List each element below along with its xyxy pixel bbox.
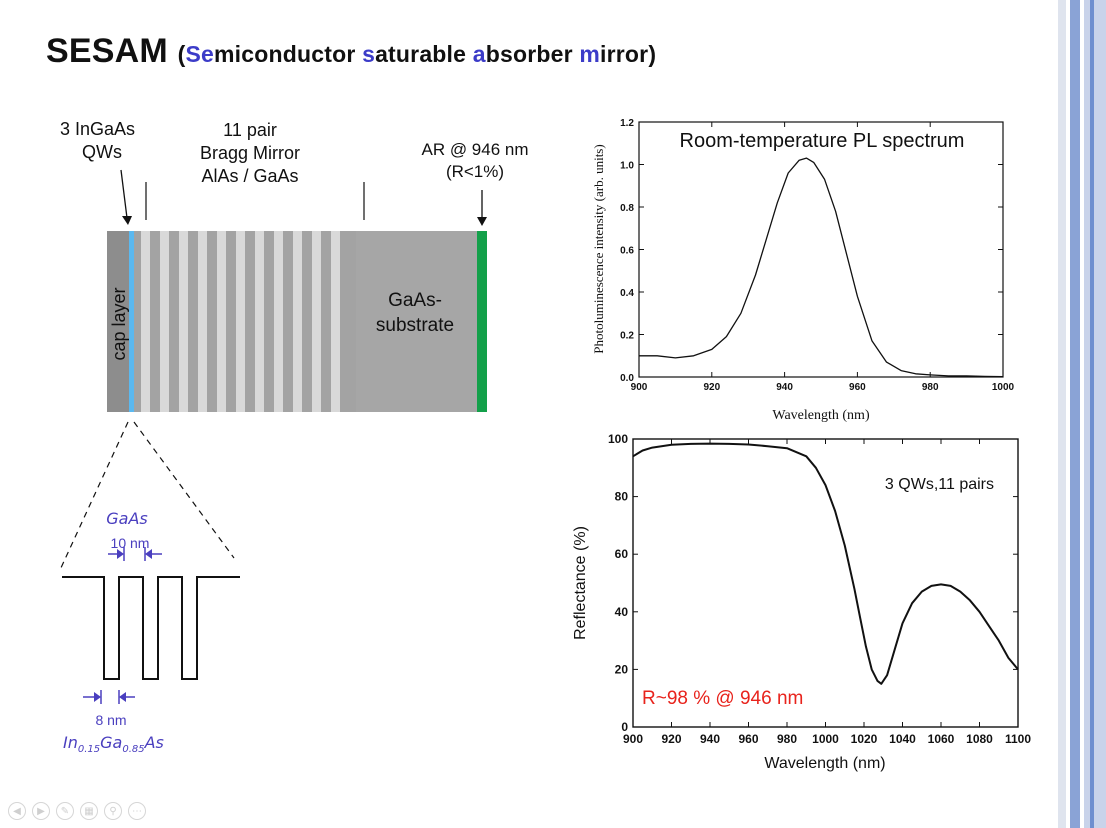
bragg-light-layer <box>179 231 188 412</box>
bragg-light-layer <box>236 231 245 412</box>
x-tick-label: 900 <box>623 732 643 746</box>
refl-y-axis-label: Reflectance (%) <box>572 526 589 640</box>
well-width-label: 8 nm <box>95 712 127 728</box>
x-tick-label: 980 <box>777 732 797 746</box>
slide-border-dark <box>1070 0 1080 828</box>
previous-slide-icon[interactable]: ◀ <box>8 802 26 820</box>
y-tick-label: 20 <box>615 662 629 676</box>
ar-coating <box>477 231 487 412</box>
zoom-icon[interactable]: ⚲ <box>104 802 122 820</box>
ar-arrow-head <box>477 217 487 226</box>
slide-title: SESAM (Semiconductor saturable absorber … <box>46 32 656 71</box>
x-tick-label: 1060 <box>928 732 955 746</box>
y-tick-label: 100 <box>608 432 628 446</box>
y-tick-label: 1.0 <box>620 161 634 172</box>
quantum-well-profile <box>62 576 240 680</box>
next-slide-icon[interactable]: ▶ <box>32 802 50 820</box>
series-line <box>639 157 1004 378</box>
title-subtitle: (Semiconductor saturable absorber mirror… <box>177 41 657 67</box>
y-tick-label: 0.8 <box>620 203 634 214</box>
bragg-light-layer <box>255 231 264 412</box>
bragg-light-layer <box>160 231 169 412</box>
pl-plot-frame <box>638 121 1004 378</box>
bragg-light-layer <box>331 231 340 412</box>
x-tick-label: 920 <box>703 382 720 393</box>
cap-layer-rect <box>107 231 129 412</box>
qw-label: 3 InGaAs QWs <box>60 119 136 162</box>
gaas-width-label: 10 nm <box>110 535 150 551</box>
bragg-light-layer <box>141 231 150 412</box>
gaas-arrow-left <box>117 549 124 559</box>
qw-arrow-head <box>122 216 132 225</box>
well-arrow-right <box>119 692 126 702</box>
y-tick-label: 0.2 <box>620 331 634 342</box>
bragg-light-layer <box>293 231 302 412</box>
bragg-light-layer <box>217 231 226 412</box>
ar-label: AR @ 946 nm (R<1%) <box>421 140 529 181</box>
title-main: SESAM <box>46 32 168 70</box>
bragg-label: 11 pair Bragg Mirror AlAs / GaAs <box>199 120 301 186</box>
slideshow-controls: ◀ ▶ ✎ ▦ ⚲ ⋯ <box>8 802 146 820</box>
y-tick-label: 0.6 <box>620 246 634 257</box>
x-tick-label: 1000 <box>992 382 1015 393</box>
x-tick-label: 940 <box>700 732 720 746</box>
well-arrow-left <box>94 692 101 702</box>
refl-x-axis-label: Wavelength (nm) <box>764 755 885 772</box>
x-tick-label: 1100 <box>1005 732 1031 746</box>
zoom-line-left <box>59 421 129 571</box>
y-tick-label: 0.4 <box>620 288 634 299</box>
substrate-label-1: GaAs- <box>388 290 442 311</box>
x-tick-label: 960 <box>738 732 758 746</box>
slide-border-line <box>1090 0 1094 828</box>
y-tick-label: 40 <box>615 605 629 619</box>
bragg-light-layer <box>274 231 283 412</box>
ingaas-formula: In0.15Ga0.85As <box>63 733 164 756</box>
x-tick-label: 980 <box>922 382 939 393</box>
more-options-icon[interactable]: ⋯ <box>128 802 146 820</box>
gaas-label: GaAs <box>106 509 148 528</box>
x-tick-label: 900 <box>631 382 648 393</box>
gaas-arrow-right <box>145 549 152 559</box>
substrate-block <box>356 231 477 412</box>
pl-spectrum-chart: 900 920 940 960 980 1000 0.0 0.2 0.4 0.6 0.8 1.0 1.2… <box>591 118 1015 423</box>
bragg-light-layer <box>198 231 207 412</box>
cap-layer-label: cap layer <box>109 287 129 360</box>
x-tick-label: 960 <box>849 382 866 393</box>
reflectance-chart: 900 920 940 960 980 1000 1020 1040 1060 1080 1100 0… <box>572 432 1031 772</box>
qw-layer <box>129 231 134 412</box>
x-tick-label: 1020 <box>851 732 878 746</box>
refl-annotation-value: R~98 % @ 946 nm <box>642 688 803 709</box>
slides-grid-icon[interactable]: ▦ <box>80 802 98 820</box>
bragg-light-layer <box>312 231 321 412</box>
x-tick-label: 920 <box>661 732 681 746</box>
pl-x-axis-label: Wavelength (nm) <box>772 408 870 423</box>
y-tick-label: 80 <box>615 490 629 504</box>
slide-border-light <box>1058 0 1066 828</box>
x-tick-label: 1000 <box>812 732 839 746</box>
pl-y-axis-label: Photoluminescence intensity (arb. units) <box>591 144 606 353</box>
y-tick-label: 60 <box>615 547 629 561</box>
pl-chart-title: Room-temperature PL spectrum <box>680 130 965 152</box>
y-tick-label: 1.2 <box>620 118 634 129</box>
y-tick-label: 0 <box>621 720 628 734</box>
sesam-structure-diagram: cap layer GaAs- substrate <box>59 169 487 704</box>
pen-icon[interactable]: ✎ <box>56 802 74 820</box>
x-tick-label: 940 <box>776 382 793 393</box>
substrate-label-2: substrate <box>376 315 454 336</box>
y-tick-label: 0.0 <box>620 373 634 384</box>
x-tick-label: 1040 <box>889 732 916 746</box>
slide-border-pale <box>1084 0 1106 828</box>
bragg-stripes <box>141 231 340 412</box>
series-line <box>632 442 1019 685</box>
refl-annotation-structure: 3 QWs,11 pairs <box>885 476 994 493</box>
qw-arrow <box>120 169 128 219</box>
x-tick-label: 1080 <box>966 732 993 746</box>
